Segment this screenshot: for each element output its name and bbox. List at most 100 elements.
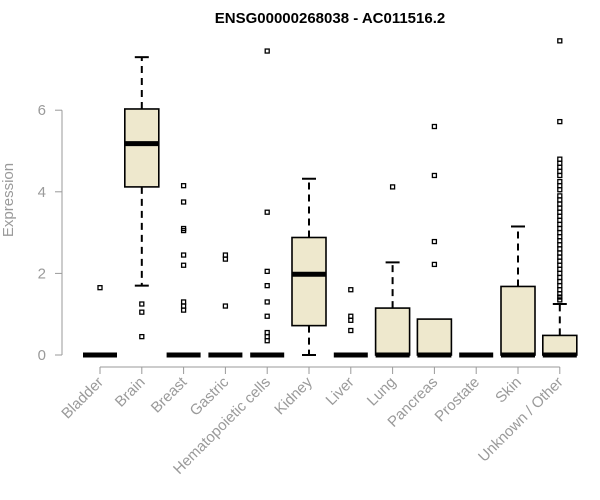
box-pancreas <box>416 123 453 358</box>
outlier-point <box>180 227 187 234</box>
outlier-point <box>180 183 187 189</box>
box-hematopoietic-cells <box>250 48 285 358</box>
outlier-point <box>180 303 187 309</box>
outlier-point <box>557 291 563 297</box>
outlier-point <box>264 282 270 289</box>
box-body <box>500 285 536 356</box>
outlier-point <box>557 172 563 179</box>
outlier-point <box>557 183 563 189</box>
box-body <box>124 108 160 188</box>
outlier-point <box>180 307 187 313</box>
outlier-point <box>557 205 563 211</box>
outlier-point <box>557 266 563 272</box>
outlier-point <box>264 209 270 215</box>
outlier-point <box>348 317 354 323</box>
y-tick-label: 0 <box>38 347 46 364</box>
outlier-point <box>557 282 563 289</box>
x-tick-label-skin: Skin <box>492 374 525 407</box>
outlier-point <box>431 238 438 245</box>
box-lung <box>374 184 411 358</box>
x-tick-label-breast: Breast <box>148 373 191 416</box>
box-brain <box>124 56 160 340</box>
outlier-point <box>389 184 396 190</box>
outlier-point <box>557 209 563 215</box>
box-breast <box>166 183 201 358</box>
box-body <box>541 334 578 356</box>
outlier-point <box>557 229 563 236</box>
outlier-point <box>139 309 145 315</box>
outlier-point <box>348 313 354 319</box>
outlier-point <box>431 261 438 268</box>
outlier-point <box>222 256 229 262</box>
outlier-point <box>180 299 187 305</box>
outlier-point <box>264 313 270 319</box>
outlier-point <box>557 164 563 170</box>
outlier-point <box>557 156 563 162</box>
outlier-point <box>557 278 563 285</box>
outlier-point <box>557 221 563 228</box>
outlier-point <box>431 172 438 179</box>
outlier-point <box>557 262 563 268</box>
x-tick-label-brain: Brain <box>112 374 149 411</box>
x-tick-label-bladder: Bladder <box>58 374 107 423</box>
box-bladder <box>83 285 117 358</box>
outlier-point <box>264 329 270 336</box>
outlier-point <box>557 234 563 240</box>
outlier-point <box>557 118 563 125</box>
outlier-point <box>264 268 270 275</box>
outlier-point <box>139 333 145 340</box>
outlier-point <box>557 178 563 185</box>
outlier-point <box>557 168 563 175</box>
box-gastric <box>208 252 243 358</box>
x-tick-label-prostate: Prostate <box>431 374 483 426</box>
outlier-point <box>557 297 563 303</box>
outlier-point <box>557 238 563 244</box>
box-body <box>416 318 453 356</box>
outlier-point <box>557 250 563 256</box>
outlier-point <box>557 258 563 264</box>
outlier-point <box>557 274 563 281</box>
x-tick-label-liver: Liver <box>323 374 358 409</box>
x-tick-label-kidney: Kidney <box>271 373 316 418</box>
outlier-point <box>97 285 103 291</box>
outlier-point <box>264 333 270 340</box>
x-tick-label-lung: Lung <box>364 374 400 410</box>
outlier-point <box>139 301 145 307</box>
box-skin <box>500 225 536 358</box>
outlier-point <box>348 327 354 334</box>
outlier-point <box>264 299 270 305</box>
y-axis: 0 2 4 6 <box>38 102 63 364</box>
y-tick-label: 2 <box>38 265 46 282</box>
y-tick-label: 4 <box>38 184 46 201</box>
outlier-point <box>557 254 563 260</box>
outlier-point <box>557 38 563 44</box>
outlier-point <box>557 294 563 300</box>
outlier-point <box>180 262 187 268</box>
y-axis-label: Expression <box>0 163 17 237</box>
outlier-point <box>557 246 563 252</box>
outlier-point <box>557 270 563 277</box>
outlier-point <box>348 287 354 293</box>
box-liver <box>333 287 368 358</box>
outlier-point <box>557 187 563 193</box>
outlier-point <box>264 48 270 54</box>
box-kidney <box>291 177 327 356</box>
outlier-point <box>222 252 229 258</box>
box-body <box>291 236 327 327</box>
outlier-point <box>264 338 270 344</box>
outlier-point <box>557 160 563 166</box>
outlier-point <box>557 193 563 199</box>
outlier-point <box>180 252 187 258</box>
outlier-point <box>431 123 438 130</box>
outlier-point <box>557 197 563 203</box>
boxes-layer <box>83 38 578 358</box>
outlier-point <box>557 217 563 224</box>
outlier-point <box>222 303 229 309</box>
outlier-point <box>557 225 563 232</box>
outlier-point <box>557 287 563 293</box>
chart-title: ENSG00000268038 - AC011516.2 <box>215 10 445 27</box>
outlier-point <box>557 213 563 219</box>
outlier-point <box>557 242 563 248</box>
